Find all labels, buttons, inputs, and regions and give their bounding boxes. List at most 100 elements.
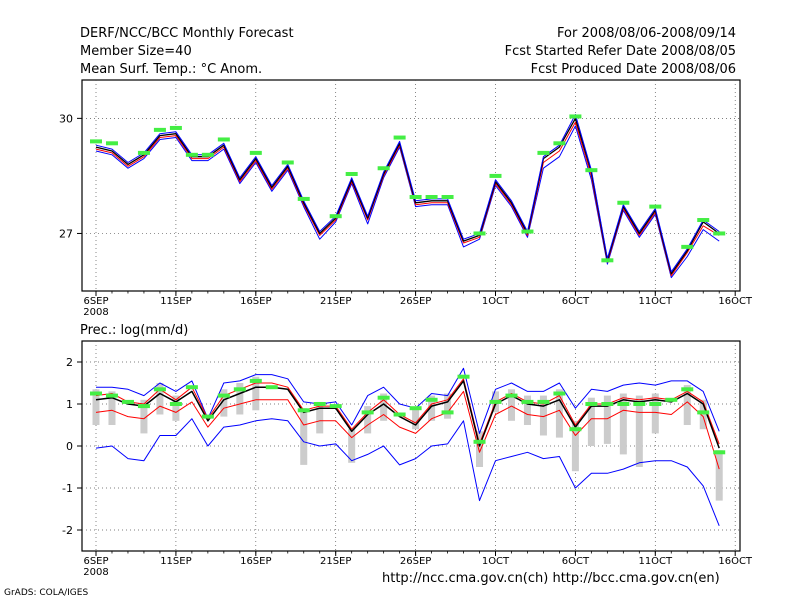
prec-xtick-label: 1OCT: [482, 556, 510, 567]
spread-bar: [428, 395, 436, 421]
forecast-marker: [313, 402, 326, 406]
variable-label: Mean Surf. Temp.: °C Anom.: [80, 62, 263, 77]
forecast-marker: [121, 399, 134, 404]
spread-bar: [603, 395, 611, 444]
forecast-marker: [153, 387, 166, 392]
forecast-marker: [473, 439, 486, 444]
forecast-marker: [345, 171, 358, 176]
prec-ytick-label: -1: [62, 482, 73, 495]
forecast-marker: [249, 378, 262, 383]
forecast-marker: [681, 244, 694, 249]
temp-ytick-label: 30: [59, 112, 73, 125]
prec-ytick-label: 0: [66, 440, 73, 453]
forecast-marker: [553, 141, 566, 146]
spread-bar: [539, 395, 547, 436]
prec-ytick-label: -2: [62, 524, 73, 537]
temp-year-label: 2008: [83, 307, 108, 318]
forecast-marker: [377, 395, 390, 400]
forecast-marker: [217, 393, 230, 398]
forecast-marker: [105, 141, 118, 146]
forecast-marker: [617, 200, 630, 205]
forecast-marker: [489, 173, 502, 178]
forecast-marker: [393, 135, 406, 140]
forecast-marker: [537, 150, 550, 155]
spread-bar: [108, 391, 116, 425]
prec-panel: 6SEP 11SEP 16SEP 21SEP 26SEP 1OCT 6OCT 11OCT 16O…: [62, 323, 753, 578]
temp-xtick-label: 6OCT: [562, 296, 590, 307]
produced-date: Fcst Produced Date 2008/08/06: [530, 62, 736, 77]
forecast-marker: [249, 150, 262, 155]
forecast-marker: [297, 408, 310, 413]
prec-xtick-label: 26SEP: [400, 556, 431, 567]
forecast-marker: [521, 399, 534, 404]
forecast-marker: [697, 218, 710, 223]
forecast-marker: [233, 387, 246, 392]
temp-xtick-label: 26SEP: [400, 296, 431, 307]
forecast-marker: [505, 393, 518, 398]
temp-mean-line: [95, 117, 720, 275]
forecast-marker: [553, 391, 566, 396]
prec-xtick-label: 11OCT: [638, 556, 673, 567]
prec-year-label: 2008: [83, 567, 108, 578]
spread-bar: [523, 395, 531, 425]
forecast-marker: [137, 404, 150, 409]
spread-bar: [587, 397, 595, 446]
forecast-marker: [169, 402, 182, 406]
forecast-marker: [585, 402, 598, 406]
forecast-marker: [90, 391, 102, 396]
forecast-marker: [377, 166, 390, 171]
forecast-marker: [265, 385, 278, 390]
forecast-marker: [649, 204, 662, 209]
forecast-marker: [585, 168, 598, 173]
prec-ytick-label: 2: [66, 356, 73, 369]
forecast-period: For 2008/08/06-2008/09/14: [557, 26, 736, 41]
forecast-marker: [281, 160, 294, 165]
prec-xtick-label: 21SEP: [320, 556, 351, 567]
temp-xtick-label: 16OCT: [718, 296, 753, 307]
prec-xtick-label: 6SEP: [83, 556, 108, 567]
forecast-marker: [201, 152, 214, 157]
forecast-marker: [697, 410, 710, 415]
temp-xtick-label: 6SEP: [83, 296, 108, 307]
forecast-marker: [153, 127, 166, 132]
spread-bar: [364, 406, 372, 434]
grads-credit: GrADS: COLA/IGES: [4, 588, 89, 598]
temp-frame: [81, 79, 741, 292]
chart-title: DERF/NCC/BCC Monthly Forecast: [80, 26, 294, 41]
temp-xtick-label: 11SEP: [160, 296, 191, 307]
spread-bar: [92, 389, 100, 425]
prec-xtick-label: 6OCT: [562, 556, 590, 567]
footer-urls[interactable]: http://ncc.cma.gov.cn(ch) http://bcc.cma…: [382, 571, 720, 586]
spread-bar: [220, 389, 228, 417]
spread-bar: [316, 401, 324, 434]
prec-xtick-label: 16OCT: [718, 556, 753, 567]
spread-bar: [715, 450, 723, 501]
spread-bar: [380, 393, 388, 421]
spread-bar: [619, 393, 627, 455]
forecast-marker: [201, 414, 214, 419]
forecast-marker: [569, 427, 582, 432]
forecast-marker: [633, 402, 646, 406]
forecast-marker: [681, 387, 694, 392]
forecast-marker: [297, 196, 310, 201]
forecast-marker: [105, 393, 118, 398]
spread-bar: [156, 383, 164, 415]
spread-bar: [444, 393, 452, 419]
prec-xtick-label: 11SEP: [160, 556, 191, 567]
spread-bar: [507, 389, 515, 421]
spread-bar: [140, 399, 148, 434]
spread-bar: [412, 408, 420, 430]
spread-bar: [683, 385, 691, 425]
forecast-marker: [425, 397, 438, 402]
prec-upper-line: [95, 378, 720, 445]
forecast-marker: [457, 374, 470, 379]
temp-xtick-label: 1OCT: [482, 296, 510, 307]
forecast-marker: [521, 229, 534, 234]
spread-bar: [252, 376, 260, 411]
forecast-marker: [137, 150, 150, 155]
spread-bar: [635, 395, 643, 467]
forecast-marker: [665, 397, 678, 402]
temp-lower-line: [95, 121, 720, 277]
spread-bar: [300, 408, 308, 465]
